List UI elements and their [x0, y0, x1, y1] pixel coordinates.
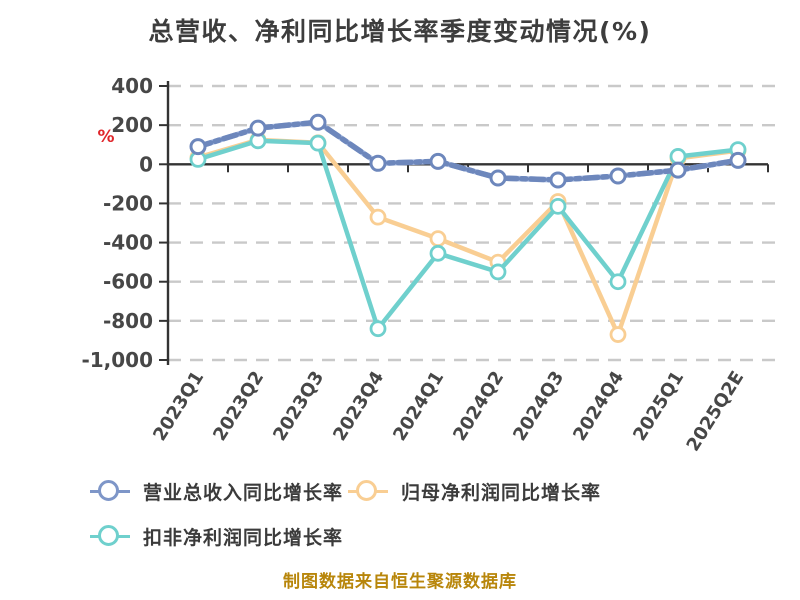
legend-marker-revenue-icon: [90, 479, 130, 504]
x-tick-label: 2023Q3: [269, 368, 328, 445]
data-point-non_recurring: [609, 273, 627, 291]
x-tick-label: 2025Q1: [629, 368, 688, 445]
legend-label-non-recurring: 扣非净利润同比增长率: [143, 527, 344, 549]
data-point-non_recurring: [429, 244, 447, 262]
data-point-revenue: [309, 113, 327, 131]
data-point-non_recurring: [369, 320, 387, 338]
x-tick-label: 2023Q4: [329, 368, 388, 445]
y-tick-label: 200: [111, 113, 153, 137]
data-point-revenue: [249, 119, 267, 137]
data-point-revenue: [609, 167, 627, 185]
data-point-revenue: [369, 154, 387, 172]
series-line-revenue: [195, 119, 741, 183]
data-point-revenue: [489, 169, 507, 187]
data-point-non_recurring: [549, 197, 567, 215]
data-source-caption: 制图数据来自恒生聚源数据库: [283, 572, 517, 592]
data-point-net_profit: [429, 230, 447, 248]
y-tick-label: -600: [103, 270, 153, 294]
data-point-non_recurring: [489, 263, 507, 281]
data-point-non_recurring: [309, 134, 327, 152]
x-tick-label: 2024Q2: [449, 368, 508, 445]
data-point-revenue: [189, 138, 207, 156]
y-axis-unit-label: %: [97, 127, 114, 147]
x-tick-label: 2024Q3: [509, 368, 568, 445]
x-tick-label: 2024Q1: [389, 368, 448, 445]
legend-marker-net-profit-icon: [348, 479, 388, 504]
data-point-net_profit: [609, 326, 627, 343]
data-point-net_profit: [369, 208, 387, 226]
data-point-revenue: [549, 171, 567, 189]
y-tick-label: 400: [111, 74, 153, 98]
x-tick-label: 2023Q2: [209, 368, 268, 445]
data-point-revenue: [669, 161, 687, 179]
y-tick-label: -400: [103, 231, 153, 255]
legend-item-revenue: 营业总收入同比增长率: [90, 478, 343, 505]
chart-title: 总营收、净利同比增长率季度变动情况(%): [148, 17, 652, 46]
x-tick-label: 2024Q4: [569, 368, 628, 445]
x-tick-label: 2025Q2E: [683, 368, 749, 456]
y-tick-label: 0: [139, 152, 153, 176]
legend-label-revenue: 营业总收入同比增长率: [143, 482, 344, 504]
data-point-revenue: [429, 152, 447, 170]
data-point-non_recurring: [669, 148, 687, 165]
legend-item-net-profit: 归母净利润同比增长率: [348, 478, 601, 505]
legend-marker-non-recurring-icon: [90, 524, 130, 549]
data-point-revenue: [729, 151, 747, 169]
series-line-non_recurring: [195, 138, 741, 331]
legend-label-net-profit: 归母净利润同比增长率: [401, 482, 602, 504]
y-tick-label: -200: [103, 191, 153, 215]
y-tick-label: -800: [103, 309, 153, 333]
y-tick-label: -1,000: [81, 348, 153, 372]
legend-item-non-recurring: 扣非净利润同比增长率: [90, 523, 343, 550]
x-tick-label: 2023Q1: [149, 368, 208, 445]
